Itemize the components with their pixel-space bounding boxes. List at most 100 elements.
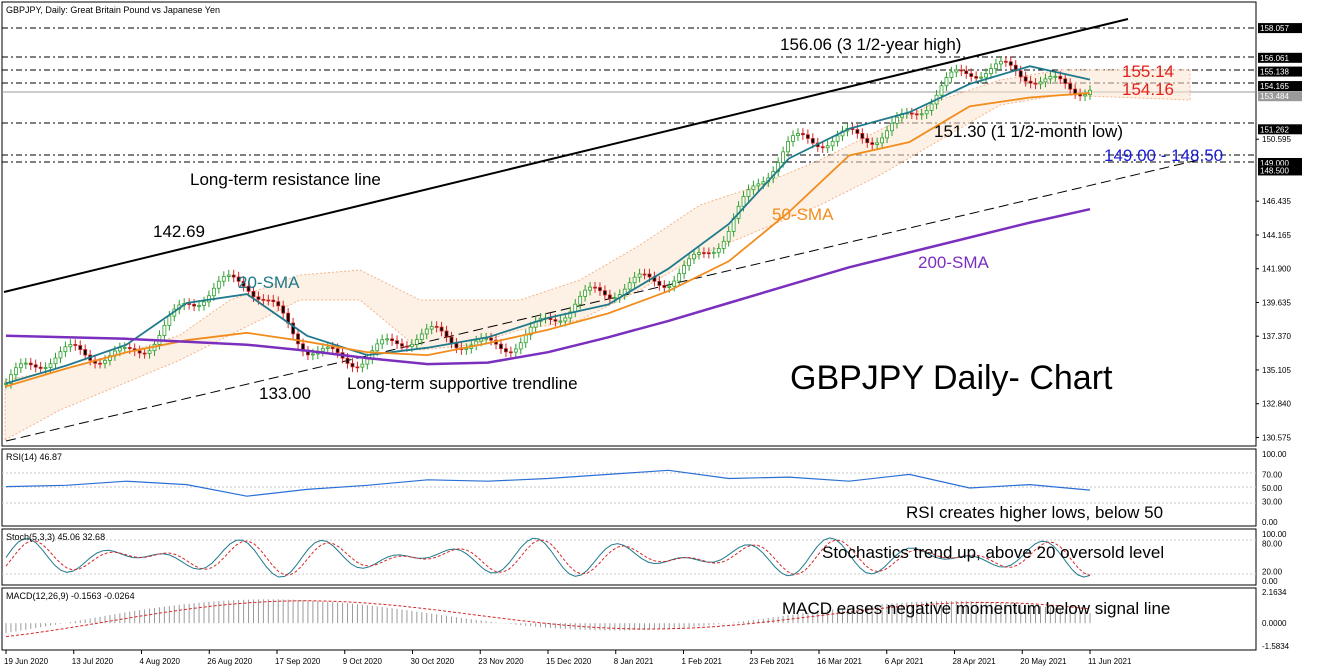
candle-body bbox=[168, 316, 171, 325]
y-tick-label: 139.635 bbox=[1262, 298, 1291, 307]
y-tick-label: 156.061 bbox=[1260, 54, 1289, 63]
candle-body bbox=[44, 367, 47, 368]
x-tick-label: 15 Dec 2020 bbox=[546, 657, 592, 666]
candle-body bbox=[29, 363, 32, 365]
annotation-154-16: 154.16 bbox=[1122, 80, 1174, 99]
annotation-155-14: 155.14 bbox=[1122, 62, 1174, 81]
candle-body bbox=[762, 182, 765, 184]
rsi-y-tick-label: 70.00 bbox=[1262, 470, 1283, 479]
candle-body bbox=[123, 347, 126, 348]
candle-body bbox=[356, 367, 359, 368]
candle-body bbox=[267, 300, 270, 301]
candle-body bbox=[663, 285, 666, 287]
candle-body bbox=[747, 190, 750, 197]
candle-body bbox=[420, 334, 423, 340]
candle-body bbox=[99, 363, 102, 364]
x-tick-label: 19 Jun 2020 bbox=[4, 657, 49, 666]
candle-body bbox=[683, 266, 686, 274]
candle-body bbox=[985, 74, 988, 78]
x-tick-label: 11 Jun 2021 bbox=[1088, 657, 1132, 666]
candle-body bbox=[752, 186, 755, 190]
candle-body bbox=[980, 77, 983, 78]
candle-body bbox=[405, 346, 408, 347]
candle-body bbox=[688, 259, 691, 266]
candle-body bbox=[163, 325, 166, 335]
candle-body bbox=[282, 306, 285, 313]
candle-body bbox=[866, 138, 869, 142]
candle-body bbox=[1034, 83, 1037, 84]
candle-body bbox=[311, 354, 314, 355]
macd-panel-frame bbox=[2, 588, 1256, 650]
candle-body bbox=[787, 141, 790, 151]
candle-body bbox=[925, 110, 928, 113]
candle-body bbox=[895, 117, 898, 123]
candle-body bbox=[950, 72, 953, 78]
stoch-y-tick-label: 20.00 bbox=[1262, 568, 1283, 577]
y-tick-label: 151.262 bbox=[1260, 125, 1289, 134]
candle-body bbox=[1074, 89, 1077, 94]
candle-body bbox=[1069, 84, 1072, 90]
x-tick-label: 20 May 2021 bbox=[1020, 657, 1067, 666]
candle-body bbox=[509, 352, 512, 353]
candle-body bbox=[331, 347, 334, 348]
macd-y-tick-label: -1.5834 bbox=[1262, 642, 1290, 651]
candle-body bbox=[465, 348, 468, 349]
candle-body bbox=[940, 86, 943, 95]
candle-body bbox=[910, 113, 913, 114]
candle-body bbox=[499, 344, 502, 349]
candle-body bbox=[524, 335, 527, 343]
candle-body bbox=[1054, 76, 1057, 77]
annotation-support-zone: 149.00 - 148.50 bbox=[1104, 146, 1223, 165]
candle-body bbox=[633, 277, 636, 283]
candle-body bbox=[1064, 79, 1067, 84]
candle-body bbox=[430, 326, 433, 329]
rsi-y-tick-label: 0.00 bbox=[1262, 518, 1278, 527]
x-tick-label: 1 Feb 2021 bbox=[682, 657, 723, 666]
candle-body bbox=[227, 275, 230, 276]
candle-body bbox=[559, 321, 562, 322]
candle-body bbox=[519, 343, 522, 349]
candle-body bbox=[693, 254, 696, 258]
candle-body bbox=[965, 71, 968, 74]
candle-body bbox=[1029, 81, 1032, 83]
rsi-y-axis: 100.00 70.00 50.00 30.00 0.00 bbox=[1262, 450, 1287, 527]
x-tick-label: 9 Oct 2020 bbox=[343, 657, 383, 666]
y-tick-label: 130.575 bbox=[1262, 433, 1291, 442]
candle-body bbox=[410, 344, 413, 346]
candle-body bbox=[975, 76, 978, 78]
stoch-y-tick-label: 0.00 bbox=[1262, 577, 1278, 586]
macd-y-axis: 2.1634 0.0000 -1.5834 bbox=[1262, 588, 1290, 651]
y-tick-label: 137.370 bbox=[1262, 332, 1291, 341]
annotation-3y-high: 156.06 (3 1/2-year high) bbox=[780, 35, 961, 54]
candle-body bbox=[915, 114, 918, 115]
candle-body bbox=[326, 347, 329, 348]
y-tick-label: 135.105 bbox=[1262, 366, 1291, 375]
candle-body bbox=[24, 363, 27, 364]
candle-body bbox=[118, 348, 121, 351]
candle-body bbox=[742, 196, 745, 206]
candle-body bbox=[871, 143, 874, 145]
annotation-trough: 133.00 bbox=[259, 384, 311, 403]
candle-body bbox=[643, 274, 646, 275]
candle-body bbox=[391, 339, 394, 341]
macd-panel-header: MACD(12,26,9) -0.1563 -0.0264 bbox=[6, 591, 135, 601]
candle-body bbox=[722, 241, 725, 248]
x-tick-label: 28 Apr 2021 bbox=[953, 657, 997, 666]
candle-body bbox=[727, 231, 730, 241]
candle-body bbox=[811, 138, 814, 143]
candle-body bbox=[970, 74, 973, 77]
annotation-1m-low: 151.30 (1 1/2-month low) bbox=[934, 122, 1123, 141]
candle-body bbox=[14, 368, 17, 375]
candle-body bbox=[128, 347, 131, 348]
candle-body bbox=[589, 287, 592, 290]
candle-body bbox=[796, 133, 799, 135]
candle-body bbox=[702, 253, 705, 254]
candle-body bbox=[381, 340, 384, 344]
candle-body bbox=[79, 346, 82, 350]
candle-body bbox=[712, 252, 715, 253]
candle-body bbox=[836, 136, 839, 141]
candle-body bbox=[435, 326, 438, 327]
y-tick-label: 158.057 bbox=[1260, 24, 1289, 33]
